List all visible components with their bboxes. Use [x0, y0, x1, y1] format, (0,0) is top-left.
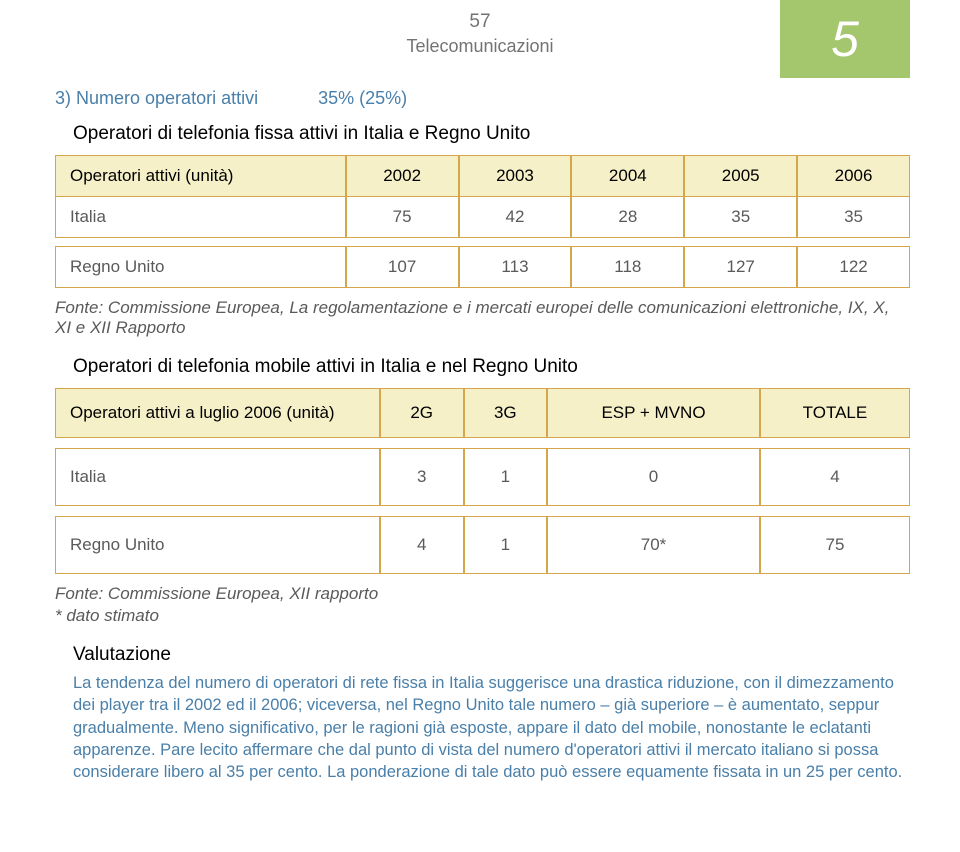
cell: 118	[571, 246, 684, 288]
col-2004: 2004	[571, 155, 684, 197]
cell: 28	[571, 197, 684, 238]
cell: 70*	[547, 516, 760, 574]
cell: 1	[464, 516, 548, 574]
col-2006: 2006	[797, 155, 910, 197]
table-row: Italia 75 42 28 35 35	[55, 197, 910, 238]
col-esp-mvno: ESP + MVNO	[547, 388, 760, 438]
row-gap	[55, 238, 910, 246]
cell: Italia	[55, 448, 380, 506]
cell: 4	[760, 448, 910, 506]
cell: 42	[459, 197, 572, 238]
cell: Regno Unito	[55, 246, 346, 288]
valutazione-text: La tendenza del numero di operatori di r…	[73, 672, 910, 783]
cell: 113	[459, 246, 572, 288]
cell: 3	[380, 448, 464, 506]
table-header-row: Operatori attivi (unità) 2002 2003 2004 …	[55, 155, 910, 197]
col-label: Operatori attivi (unità)	[55, 155, 346, 197]
cell: 107	[346, 246, 459, 288]
table-row: Regno Unito 107 113 118 127 122	[55, 246, 910, 288]
cell: 75	[760, 516, 910, 574]
cell: 0	[547, 448, 760, 506]
table1-source: Fonte: Commissione Europea, La regolamen…	[55, 298, 910, 338]
col-2g: 2G	[380, 388, 464, 438]
row-gap	[55, 438, 910, 448]
table2-note: * dato stimato	[55, 606, 910, 626]
table1-title: Operatori di telefonia fissa attivi in I…	[73, 123, 910, 145]
cell: 4	[380, 516, 464, 574]
valutazione-heading: Valutazione	[73, 644, 910, 666]
col-label: Operatori attivi a luglio 2006 (unità)	[55, 388, 380, 438]
table-fixed-operators: Operatori attivi (unità) 2002 2003 2004 …	[55, 155, 910, 288]
col-2005: 2005	[684, 155, 797, 197]
cell: Italia	[55, 197, 346, 238]
col-totale: TOTALE	[760, 388, 910, 438]
table2-source: Fonte: Commissione Europea, XII rapporto	[55, 584, 910, 604]
table2-title: Operatori di telefonia mobile attivi in …	[73, 356, 910, 378]
col-2002: 2002	[346, 155, 459, 197]
cell: 35	[684, 197, 797, 238]
cell: 35	[797, 197, 910, 238]
table-row: Regno Unito 4 1 70* 75	[55, 516, 910, 574]
table-mobile-operators: Operatori attivi a luglio 2006 (unità) 2…	[55, 388, 910, 574]
cell: 1	[464, 448, 548, 506]
chapter-number: 5	[831, 10, 859, 68]
cell: Regno Unito	[55, 516, 380, 574]
cell: 75	[346, 197, 459, 238]
item-line: 3) Numero operatori attivi 35% (25%)	[55, 88, 910, 109]
col-3g: 3G	[464, 388, 548, 438]
table-header-row: Operatori attivi a luglio 2006 (unità) 2…	[55, 388, 910, 438]
col-2003: 2003	[459, 155, 572, 197]
chapter-badge: 5	[780, 0, 910, 78]
page-content: 3) Numero operatori attivi 35% (25%) Ope…	[0, 58, 960, 823]
cell: 122	[797, 246, 910, 288]
table-row: Italia 3 1 0 4	[55, 448, 910, 506]
cell: 127	[684, 246, 797, 288]
item-name: 3) Numero operatori attivi	[55, 88, 258, 108]
item-pct: 35% (25%)	[318, 88, 407, 108]
row-gap	[55, 506, 910, 516]
